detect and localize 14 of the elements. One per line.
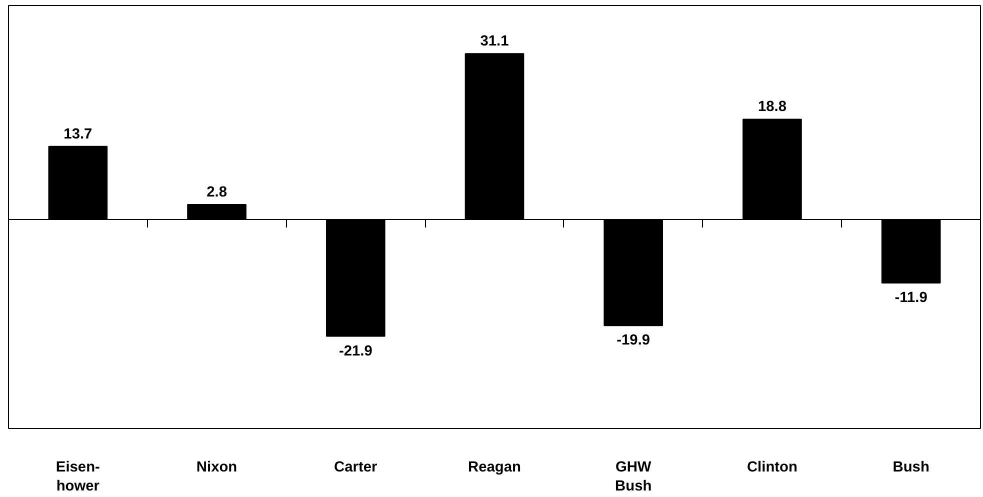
data-label: 13.7 (64, 126, 92, 142)
x-tick-label: Bush (892, 460, 930, 476)
data-label: -11.9 (894, 290, 928, 306)
x-tick-label: Carter (334, 460, 378, 476)
data-label: 18.8 (758, 99, 786, 116)
data-label: -21.9 (338, 343, 372, 360)
x-tick-label: Reagan (468, 460, 522, 476)
x-tick-label: Clinton (746, 460, 798, 476)
data-label: 2.8 (206, 184, 227, 201)
data-label: -19.9 (616, 332, 650, 349)
x-tick-label: Nixon (196, 460, 238, 476)
x-tick-label: Eisen- hower (56, 460, 100, 495)
x-tick-label: GHW Bush (615, 460, 652, 495)
data-label: 31.1 (480, 34, 509, 50)
